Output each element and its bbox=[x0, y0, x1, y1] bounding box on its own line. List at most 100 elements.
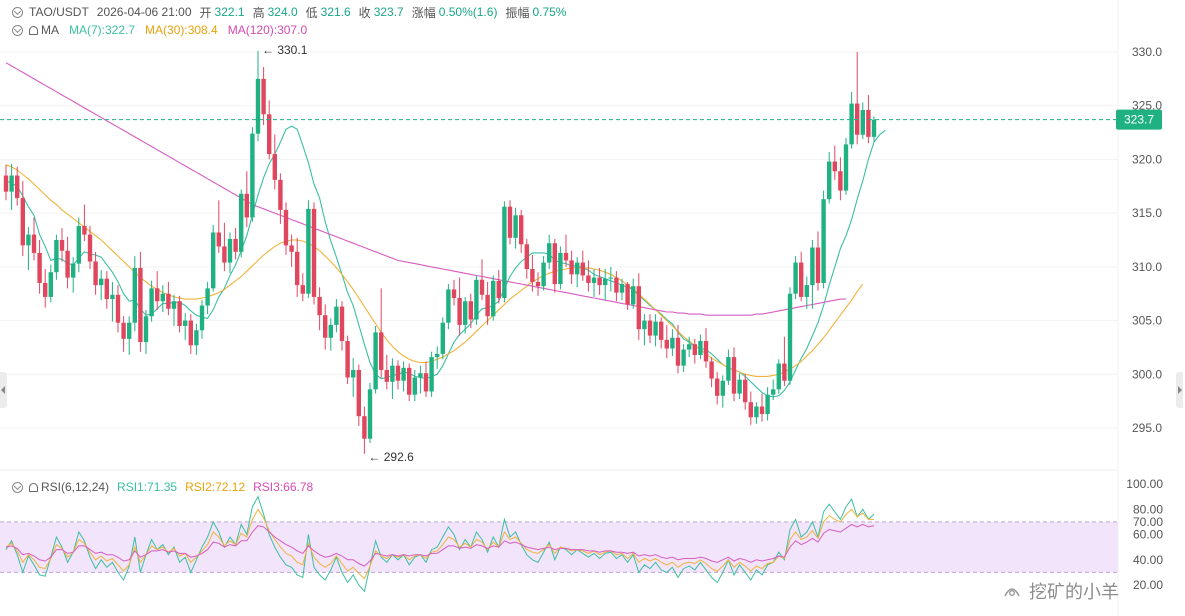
candle-up bbox=[849, 103, 854, 145]
scroll-left-button[interactable] bbox=[0, 372, 7, 408]
price-tick-label: 315.0 bbox=[1132, 206, 1162, 220]
candle-down bbox=[799, 262, 804, 297]
change-label: 涨幅 bbox=[411, 5, 436, 20]
rsi-line-1 bbox=[5, 495, 875, 593]
candle-down bbox=[832, 161, 837, 172]
candle-down bbox=[647, 320, 653, 336]
candle-down bbox=[300, 285, 305, 294]
collapse-chevron-icon[interactable] bbox=[12, 6, 23, 18]
candle-up bbox=[110, 294, 115, 300]
candle-down bbox=[267, 114, 272, 155]
candle-down bbox=[855, 103, 860, 135]
candle-down bbox=[530, 269, 535, 282]
candle-up bbox=[227, 238, 233, 263]
high-value: 324.0 bbox=[267, 5, 298, 19]
amplitude-value: 0.75% bbox=[532, 5, 567, 19]
candle-up bbox=[608, 277, 613, 279]
close-value: 323.7 bbox=[373, 5, 404, 19]
candle-down bbox=[82, 226, 87, 235]
candle-up bbox=[205, 288, 210, 306]
ma-legend: MA MA(7):322.7 MA(30):308.4 MA(120):307.… bbox=[0, 22, 307, 38]
candle-down bbox=[272, 154, 277, 180]
candle-down bbox=[485, 294, 490, 317]
candle-down bbox=[323, 315, 328, 338]
candle-down bbox=[597, 277, 602, 286]
candle-down bbox=[177, 301, 182, 326]
close-label: 收 bbox=[358, 5, 371, 20]
candle-up bbox=[502, 206, 507, 299]
candle-up bbox=[591, 277, 597, 283]
candle-down bbox=[317, 296, 322, 316]
scroll-right-button[interactable] bbox=[1176, 372, 1183, 408]
candle-down bbox=[283, 209, 289, 246]
watermark-text: 挖矿的小羊 bbox=[1029, 582, 1120, 602]
price-tick-label: 295.0 bbox=[1132, 421, 1162, 435]
candle-up bbox=[771, 389, 776, 395]
candle-down bbox=[138, 267, 143, 343]
candle-down bbox=[535, 281, 541, 287]
rsi-tick-label: 60.00 bbox=[1133, 528, 1163, 542]
alert-bell-icon[interactable] bbox=[29, 25, 38, 35]
candle-up bbox=[367, 389, 373, 439]
candle-up bbox=[810, 247, 815, 286]
rsi-tick-label: 40.00 bbox=[1133, 553, 1163, 567]
ma30-legend: MA(30):308.4 bbox=[145, 23, 218, 37]
candle-down bbox=[866, 110, 871, 137]
candle-up bbox=[132, 267, 137, 323]
ma120-legend: MA(120):307.0 bbox=[227, 23, 308, 37]
last-price-label: 323.7 bbox=[1124, 113, 1154, 127]
candle-up bbox=[776, 363, 781, 390]
rsi-alert-bell-icon[interactable] bbox=[29, 482, 38, 492]
candle-up bbox=[418, 373, 423, 378]
candle-up bbox=[513, 215, 518, 238]
candle-up bbox=[737, 379, 742, 394]
watermark-logo-icon bbox=[1004, 588, 1020, 597]
ma-line-30 bbox=[5, 164, 864, 377]
rsi-band bbox=[0, 521, 1118, 573]
candle-down bbox=[748, 402, 753, 418]
candle-down bbox=[345, 340, 350, 378]
rsi-tick-label: 20.00 bbox=[1133, 578, 1163, 592]
candle-down bbox=[479, 279, 485, 295]
candle-down bbox=[384, 369, 389, 382]
change-value: 0.50%(1.6) bbox=[438, 5, 498, 19]
collapse-rsi-chevron-icon[interactable] bbox=[12, 481, 23, 493]
candle-down bbox=[379, 332, 384, 370]
candle-up bbox=[99, 278, 104, 286]
candle-up bbox=[670, 337, 675, 349]
candle-up bbox=[390, 365, 395, 382]
amplitude-label: 振幅 bbox=[505, 5, 530, 20]
candle-up bbox=[726, 357, 731, 381]
rsi-panel bbox=[0, 495, 1118, 593]
price-markers: 323.7 ← 330.1 ← 292.6 bbox=[0, 43, 1162, 464]
ma-line-120 bbox=[5, 62, 846, 316]
candle-down bbox=[216, 232, 221, 247]
high-annotation: ← 330.1 bbox=[262, 43, 308, 57]
candle-up bbox=[26, 234, 31, 246]
candle-up bbox=[631, 286, 636, 305]
candle-up bbox=[54, 240, 59, 273]
candle-down bbox=[65, 250, 70, 278]
candle-up bbox=[373, 332, 378, 390]
candle-down bbox=[838, 171, 843, 191]
candle-up bbox=[541, 262, 546, 287]
ma-line-7 bbox=[5, 125, 886, 398]
candle-down bbox=[104, 278, 109, 300]
collapse-ma-chevron-icon[interactable] bbox=[12, 24, 23, 36]
candle-down bbox=[356, 369, 361, 417]
candle-up bbox=[720, 380, 725, 396]
candle-down bbox=[664, 339, 669, 349]
candle-up bbox=[821, 199, 826, 283]
candle-datetime: 2026-04-06 21:00 bbox=[96, 5, 192, 19]
rsi1-legend: RSI1:71.35 bbox=[117, 480, 178, 494]
candle-up bbox=[687, 344, 692, 350]
candle-down bbox=[121, 322, 126, 339]
ma-label: MA bbox=[41, 23, 59, 37]
candle-up bbox=[211, 232, 216, 289]
price-tick-label: 330.0 bbox=[1132, 45, 1162, 59]
open-value: 322.1 bbox=[214, 5, 245, 19]
candle-down bbox=[15, 175, 20, 199]
candle-up bbox=[429, 357, 434, 392]
candle-down bbox=[563, 252, 569, 261]
